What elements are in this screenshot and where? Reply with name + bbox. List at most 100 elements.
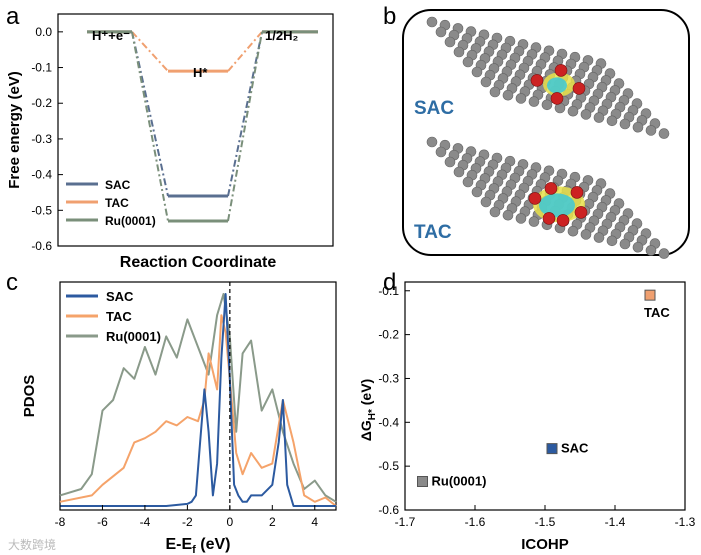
graphene-atom bbox=[426, 16, 438, 28]
nitrogen-atom bbox=[528, 192, 542, 205]
graphene-atom bbox=[580, 109, 592, 120]
panel-d-point-label: SAC bbox=[561, 441, 589, 456]
panel-c-pdos: -8 -6 -4 -2 0 2 4 PDOS E-Ef (eV) SAC TAC Ru(0001… bbox=[21, 281, 337, 555]
panel-b-label-tac: TAC bbox=[414, 222, 452, 243]
panel-c-legend-label: Ru(0001) bbox=[106, 329, 161, 344]
graphene-atom bbox=[502, 209, 514, 221]
graphene-atom bbox=[435, 146, 447, 158]
panel-a-legend-label: TAC bbox=[105, 196, 129, 210]
graphene-atom bbox=[426, 136, 438, 148]
panel-d-ytick-label: -0.1 bbox=[378, 284, 399, 298]
graphene-atom bbox=[444, 36, 456, 48]
graphene-atom bbox=[567, 225, 579, 237]
graphene-atom bbox=[462, 176, 474, 188]
graphene-atom bbox=[541, 99, 553, 111]
nitrogen-atom bbox=[556, 214, 570, 227]
nitrogen-atom bbox=[544, 182, 558, 195]
panel-d-xtick-label: -1.7 bbox=[395, 515, 416, 529]
panel-b-structures: SAC TAC bbox=[402, 9, 690, 259]
panel-d-xtick-label: -1.5 bbox=[535, 515, 556, 529]
panel-a-ylabel: Free energy (eV) bbox=[6, 71, 23, 189]
panel-d-ytick-label: -0.5 bbox=[378, 459, 399, 473]
panel-letter-c: c bbox=[6, 269, 18, 296]
graphene-atom bbox=[606, 235, 618, 247]
panel-d-point-label: Ru(0001) bbox=[432, 474, 487, 489]
graphene-atom bbox=[444, 156, 456, 168]
graphene-atom bbox=[645, 245, 657, 256]
graphene-atom bbox=[632, 241, 644, 253]
panel-a-state-label-2: 1/2H₂ bbox=[265, 28, 298, 43]
panel-a-energy-diagram: 0.0 -0.1 -0.2 -0.3 -0.4 -0.5 -0.6 H⁺+e⁻ H* 1/2… bbox=[6, 13, 334, 271]
panel-c-xtick-label: -6 bbox=[97, 515, 108, 529]
graphene-atom bbox=[593, 112, 605, 123]
panel-a-connector-Ru(0001) bbox=[131, 31, 169, 222]
panel-d-scatter: -1.7 -1.6 -1.5 -1.4 -1.3 -0.1 -0.2 -0.3 -0.4 -0.5… bbox=[358, 281, 696, 553]
isosurface-cyan bbox=[547, 77, 567, 94]
panel-c-xlabel: E-Ef (eV) bbox=[165, 536, 230, 555]
graphene-atom bbox=[462, 56, 474, 68]
graphene-atom bbox=[515, 93, 527, 104]
panel-a-frame bbox=[57, 13, 334, 247]
panel-a-connector-TAC bbox=[131, 31, 169, 72]
panel-c-legend-label: TAC bbox=[106, 309, 132, 324]
panel-a-connector-Ru(0001) bbox=[227, 31, 263, 222]
graphene-atom bbox=[645, 125, 657, 136]
nitrogen-atom bbox=[550, 92, 564, 105]
graphene-atom bbox=[593, 232, 605, 243]
graphene-atom bbox=[489, 86, 501, 98]
watermark: 大数跨境 bbox=[8, 537, 56, 552]
panel-d-xlabel: ICOHP bbox=[521, 536, 569, 553]
graphene-atom bbox=[528, 96, 540, 107]
graphene-atom bbox=[480, 76, 492, 88]
panel-c-curve-TAC bbox=[59, 314, 337, 507]
panel-c-xtick-label: -8 bbox=[55, 515, 66, 529]
panel-c-ylabel: PDOS bbox=[21, 375, 38, 418]
nitrogen-atom bbox=[570, 186, 584, 199]
panel-a-ytick-label: -0.2 bbox=[31, 96, 52, 110]
panel-d-point-Ru(0001) bbox=[417, 476, 428, 487]
panel-a-ytick-label: -0.5 bbox=[31, 203, 52, 217]
nitrogen-atom bbox=[572, 82, 586, 95]
graphene-atom bbox=[580, 229, 592, 240]
panel-a-ytick-label: -0.4 bbox=[31, 168, 52, 182]
nitrogen-atom bbox=[542, 212, 556, 225]
panel-letter-b: b bbox=[383, 3, 396, 30]
panel-d-xtick-label: -1.3 bbox=[675, 515, 696, 529]
panel-c-curve-SAC bbox=[60, 293, 336, 507]
panel-a-state-label-1: H* bbox=[193, 65, 208, 80]
panel-d-ytick-label: -0.2 bbox=[378, 328, 399, 342]
graphene-atom bbox=[502, 89, 514, 101]
graphene-atom bbox=[632, 121, 644, 133]
graphene-atom bbox=[528, 216, 540, 227]
panel-a-connector-TAC bbox=[227, 31, 263, 72]
panel-letter-d: d bbox=[383, 269, 396, 296]
panel-c-xtick-label: 2 bbox=[269, 515, 276, 529]
panel-c-xtick-label: -2 bbox=[182, 515, 193, 529]
panel-a-xlabel: Reaction Coordinate bbox=[120, 254, 277, 271]
panel-d-ytick-label: -0.3 bbox=[378, 371, 399, 385]
graphene-atom bbox=[619, 118, 631, 130]
nitrogen-atom bbox=[554, 64, 568, 77]
panel-d-ytick-label: -0.4 bbox=[378, 415, 399, 429]
graphene-atom bbox=[606, 115, 618, 127]
panel-a-legend-label: Ru(0001) bbox=[105, 214, 156, 228]
panel-d-point-TAC bbox=[644, 289, 656, 301]
isosurface-cyan bbox=[539, 193, 575, 218]
graphene-atom bbox=[435, 26, 447, 38]
panel-a-ytick-label: -0.1 bbox=[31, 61, 52, 75]
nitrogen-atom bbox=[530, 74, 544, 87]
panel-b-frame bbox=[402, 9, 690, 256]
panel-a-legend-label: SAC bbox=[105, 178, 131, 192]
panel-a-ytick-label: -0.3 bbox=[31, 132, 52, 146]
panel-letter-a: a bbox=[6, 3, 20, 30]
graphene-atom bbox=[658, 248, 670, 259]
panel-d-point-label: TAC bbox=[644, 305, 670, 320]
graphene-atom bbox=[658, 128, 670, 139]
panel-d-ylabel: ΔGH* (eV) bbox=[358, 379, 378, 441]
panel-c-curve-Ru(0001) bbox=[59, 293, 337, 503]
panel-a-connector-SAC bbox=[131, 31, 169, 197]
panel-c-xtick-label: 0 bbox=[227, 515, 234, 529]
graphene-atom bbox=[471, 186, 483, 198]
panel-c-xtick-label: -4 bbox=[140, 515, 151, 529]
